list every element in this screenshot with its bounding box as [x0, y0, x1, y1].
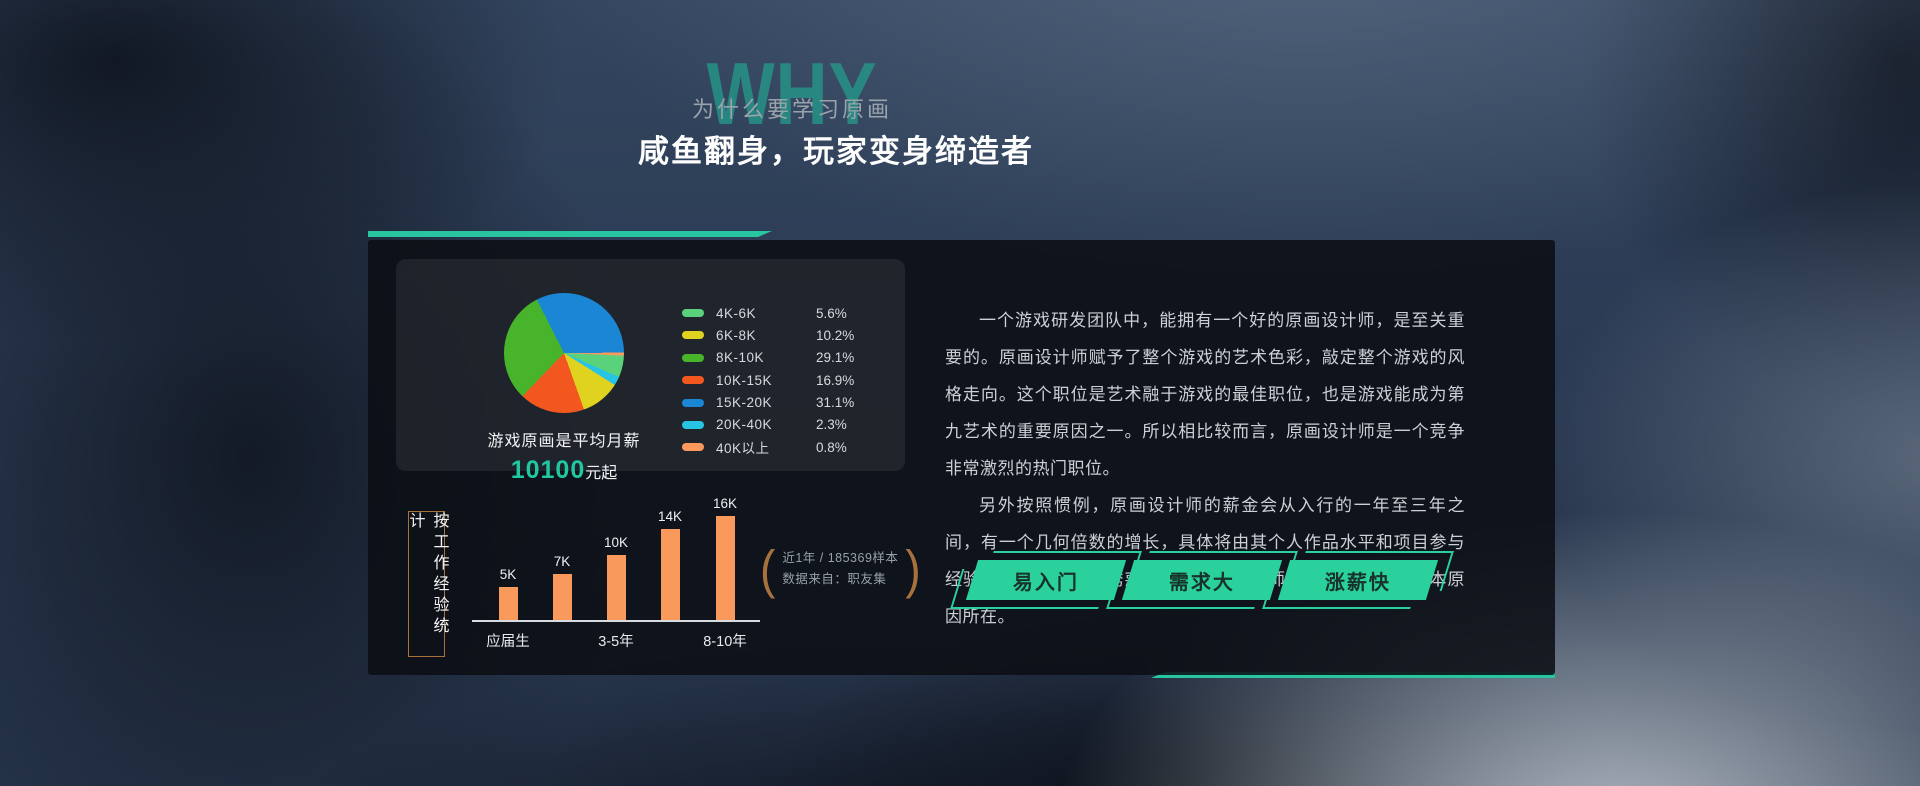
bar-column: 7K	[540, 554, 584, 620]
note-sample: 近1年 / 185369样本	[782, 551, 899, 565]
pie-caption-value-line: 10100元起	[434, 456, 694, 485]
salary-panel: 游戏原画是平均月薪 10100元起 4K-6K 5.6% 6K-8K 10.2% 8K-…	[368, 240, 1555, 675]
legend-swatch	[682, 309, 704, 317]
article: 一个游戏研发团队中，能拥有一个好的原画设计师，是至关重要的。原画设计师赋予了整个…	[945, 302, 1465, 635]
legend-percentage: 16.9%	[816, 372, 855, 388]
tag-fast-raise[interactable]: 涨薪快	[1277, 560, 1439, 600]
bar-value-label: 16K	[712, 496, 738, 511]
bar-x-axis-label: 3-5年	[598, 634, 634, 650]
close-paren-decoration: )	[905, 539, 921, 599]
legend-swatch	[682, 443, 704, 452]
legend-swatch	[682, 376, 704, 385]
open-paren-decoration: (	[760, 539, 776, 599]
legend-item: 10K-15K 16.9%	[682, 372, 855, 388]
bar	[498, 587, 518, 620]
why-watermark: WHY	[706, 44, 878, 143]
legend-percentage: 29.1%	[816, 350, 855, 366]
legend-swatch	[682, 398, 704, 407]
legend-label: 20K-40K	[716, 417, 773, 433]
bar-chart-side-label-box: 按工作经验统计	[407, 511, 448, 657]
legend-percentage: 0.8%	[816, 439, 847, 455]
legend-swatch	[682, 353, 704, 362]
legend-label: 15K-20K	[716, 395, 773, 411]
section-title: 咸鱼翻身，玩家变身缔造者	[638, 134, 1034, 169]
bar	[715, 516, 735, 620]
legend-label: 40K以上	[716, 441, 770, 457]
bar-value-label: 7K	[553, 554, 571, 569]
bar-value-label: 14K	[657, 509, 683, 524]
legend-item: 4K-6K 5.6%	[682, 305, 854, 321]
bar-value-label: 5K	[499, 567, 517, 582]
tag-easy-entry[interactable]: 易入门	[965, 560, 1127, 600]
bar-column: 16K	[703, 496, 747, 620]
bar	[660, 529, 680, 620]
average-salary-value: 10100	[510, 456, 586, 484]
pie-caption-text: 游戏原画是平均月薪	[487, 433, 641, 450]
bar	[552, 574, 572, 620]
bar-column: 14K	[648, 509, 692, 620]
legend-percentage: 31.1%	[816, 395, 855, 411]
tag-label: 需求大	[1169, 571, 1235, 594]
average-salary-suffix: 元起	[585, 465, 618, 482]
tag-high-demand[interactable]: 需求大	[1121, 560, 1283, 600]
bar-chart-side-label: 按工作经验统计	[406, 512, 448, 638]
legend-item: 15K-20K 31.1%	[682, 395, 855, 411]
note-lines: 近1年 / 185369样本 数据来自：职友集	[782, 548, 898, 590]
legend-percentage: 2.3%	[816, 417, 847, 433]
legend-item: 6K-8K 10.2%	[682, 327, 855, 343]
accent-line-bottom	[1151, 672, 1555, 678]
legend-label: 6K-8K	[716, 327, 757, 343]
legend-label: 4K-6K	[716, 305, 757, 321]
tag-label: 易入门	[1013, 571, 1079, 594]
bar-column: 10K	[594, 535, 638, 620]
salary-pie-chart	[504, 293, 624, 413]
bar-column: 5K	[486, 567, 530, 620]
legend-label: 8K-10K	[716, 350, 765, 366]
bar-x-axis-label: 8-10年	[703, 634, 747, 650]
legend-swatch	[682, 331, 704, 340]
bar-x-axis-label: 应届生	[486, 634, 530, 650]
data-source-note: ( 近1年 / 185369样本 数据来自：职友集 )	[760, 543, 921, 596]
pie-legend: 4K-6K 5.6% 6K-8K 10.2% 8K-10K 29.1% 10K-15K 16.…	[682, 306, 854, 463]
section-subtitle: 为什么要学习原画	[691, 97, 893, 122]
tag-label: 涨薪快	[1325, 571, 1391, 594]
legend-percentage: 5.6%	[816, 305, 847, 321]
legend-percentage: 10.2%	[816, 327, 855, 343]
bar-value-label: 10K	[603, 535, 629, 550]
bar-chart-axis	[472, 620, 760, 622]
article-paragraph: 一个游戏研发团队中，能拥有一个好的原画设计师，是至关重要的。原画设计师赋予了整个…	[945, 311, 1465, 478]
legend-item: 8K-10K 29.1%	[682, 350, 855, 366]
legend-label: 10K-15K	[716, 372, 773, 388]
pie-card: 游戏原画是平均月薪 10100元起 4K-6K 5.6% 6K-8K 10.2% 8K-…	[396, 259, 905, 484]
pie-caption: 游戏原画是平均月薪 10100元起	[434, 427, 694, 485]
accent-line-top	[368, 231, 772, 237]
bar	[606, 555, 626, 620]
legend-item: 40K以上 0.8%	[682, 439, 854, 457]
legend-swatch	[682, 420, 704, 429]
legend-item: 20K-40K 2.3%	[682, 417, 854, 433]
note-source: 数据来自：职友集	[782, 572, 887, 586]
